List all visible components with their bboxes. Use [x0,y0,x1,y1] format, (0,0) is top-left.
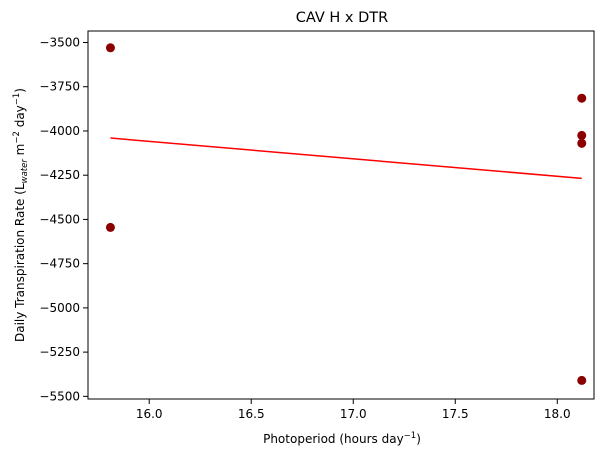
y-tick-label: −5500 [39,389,80,403]
x-axis-label: Photoperiod (hours day−1) [263,431,421,446]
y-tick-label: −4250 [39,168,80,182]
x-tick-label: 17.5 [442,407,469,421]
y-tick-label: −4500 [39,212,80,226]
fit-line [110,137,582,180]
y-tick-label: −4750 [39,257,80,271]
data-point [105,222,115,232]
y-tick-label: −3750 [39,80,80,94]
plot-area [105,43,587,385]
x-tick-label: 18.0 [544,407,571,421]
x-axis: 16.0 16.5 17.0 17.5 18.0 [136,399,571,421]
data-point [577,138,587,148]
x-tick-label: 16.0 [136,407,163,421]
y-tick-label: −4000 [39,124,80,138]
x-tick-label: 16.5 [238,407,265,421]
data-point [577,375,587,385]
y-axis: −3500 −3750 −4000 −4250 −4500 −4750 −5000 −5250… [39,36,88,403]
chart-title: CAV H x DTR [296,10,388,26]
y-tick-label: −5000 [39,301,80,315]
axes-frame [87,30,595,400]
data-point [105,43,115,53]
y-tick-label: −5250 [39,345,80,359]
y-axis-label: Daily Transpiration Rate (Lwater m−2 day… [12,88,30,342]
data-point [577,93,587,103]
data-point [577,130,587,140]
y-tick-label: −3500 [39,36,80,50]
x-tick-label: 17.0 [340,407,367,421]
